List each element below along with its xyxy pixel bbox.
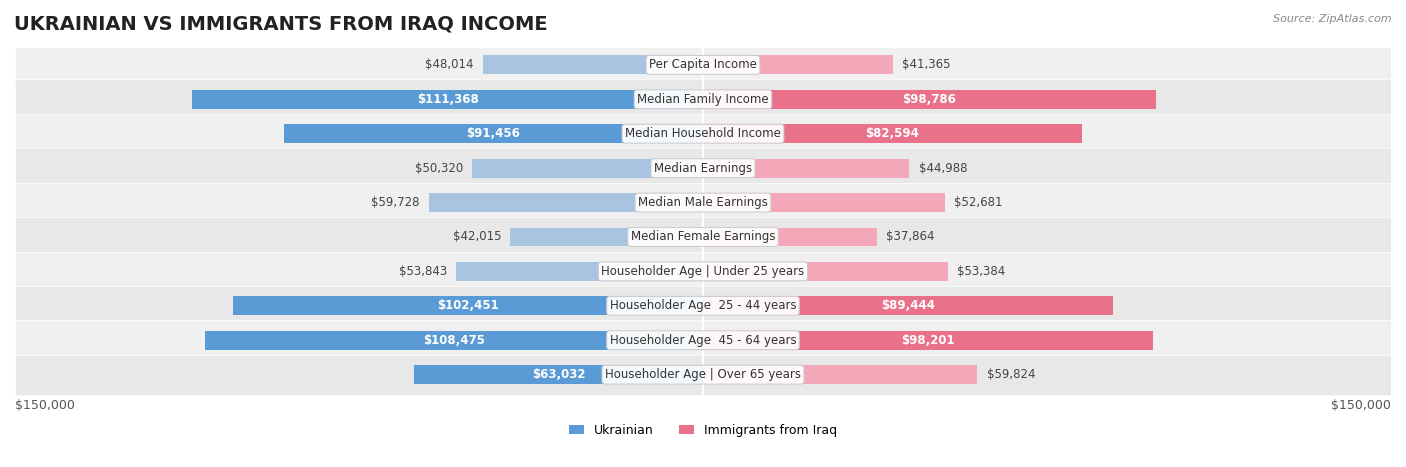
FancyBboxPatch shape <box>15 183 1391 222</box>
Text: $44,988: $44,988 <box>918 162 967 175</box>
FancyBboxPatch shape <box>703 159 910 177</box>
FancyBboxPatch shape <box>15 320 1391 360</box>
Text: $150,000: $150,000 <box>15 399 75 412</box>
FancyBboxPatch shape <box>703 193 945 212</box>
FancyBboxPatch shape <box>703 124 1081 143</box>
Text: $42,015: $42,015 <box>453 231 501 243</box>
Text: Householder Age  25 - 44 years: Householder Age 25 - 44 years <box>610 299 796 312</box>
Text: $63,032: $63,032 <box>531 368 585 381</box>
Text: Median Earnings: Median Earnings <box>654 162 752 175</box>
Text: $52,681: $52,681 <box>953 196 1002 209</box>
FancyBboxPatch shape <box>703 331 1153 350</box>
FancyBboxPatch shape <box>15 114 1391 154</box>
FancyBboxPatch shape <box>15 148 1391 188</box>
Text: Median Female Earnings: Median Female Earnings <box>631 231 775 243</box>
Text: $98,201: $98,201 <box>901 334 955 347</box>
Text: $50,320: $50,320 <box>415 162 463 175</box>
Text: Householder Age | Over 65 years: Householder Age | Over 65 years <box>605 368 801 381</box>
FancyBboxPatch shape <box>703 227 877 247</box>
Text: $102,451: $102,451 <box>437 299 499 312</box>
Text: Median Family Income: Median Family Income <box>637 93 769 106</box>
Text: $59,824: $59,824 <box>987 368 1035 381</box>
FancyBboxPatch shape <box>703 90 1156 109</box>
Text: Householder Age | Under 25 years: Householder Age | Under 25 years <box>602 265 804 278</box>
FancyBboxPatch shape <box>413 365 703 384</box>
Text: $108,475: $108,475 <box>423 334 485 347</box>
Text: $91,456: $91,456 <box>467 127 520 140</box>
FancyBboxPatch shape <box>703 365 977 384</box>
FancyBboxPatch shape <box>472 159 703 177</box>
FancyBboxPatch shape <box>703 56 893 74</box>
FancyBboxPatch shape <box>510 227 703 247</box>
FancyBboxPatch shape <box>233 297 703 315</box>
Text: Median Household Income: Median Household Income <box>626 127 780 140</box>
FancyBboxPatch shape <box>284 124 703 143</box>
Text: $53,384: $53,384 <box>957 265 1005 278</box>
FancyBboxPatch shape <box>482 56 703 74</box>
Text: Per Capita Income: Per Capita Income <box>650 58 756 71</box>
FancyBboxPatch shape <box>15 45 1391 85</box>
FancyBboxPatch shape <box>703 297 1114 315</box>
FancyBboxPatch shape <box>205 331 703 350</box>
Text: $59,728: $59,728 <box>371 196 420 209</box>
Text: $98,786: $98,786 <box>903 93 956 106</box>
Text: $111,368: $111,368 <box>416 93 478 106</box>
Text: $82,594: $82,594 <box>866 127 920 140</box>
Text: $53,843: $53,843 <box>399 265 447 278</box>
FancyBboxPatch shape <box>15 252 1391 291</box>
FancyBboxPatch shape <box>15 355 1391 395</box>
Text: UKRAINIAN VS IMMIGRANTS FROM IRAQ INCOME: UKRAINIAN VS IMMIGRANTS FROM IRAQ INCOME <box>14 14 548 33</box>
Text: $89,444: $89,444 <box>882 299 935 312</box>
Text: Source: ZipAtlas.com: Source: ZipAtlas.com <box>1274 14 1392 24</box>
Text: $48,014: $48,014 <box>425 58 474 71</box>
FancyBboxPatch shape <box>703 262 948 281</box>
FancyBboxPatch shape <box>193 90 703 109</box>
Text: Median Male Earnings: Median Male Earnings <box>638 196 768 209</box>
FancyBboxPatch shape <box>15 286 1391 325</box>
FancyBboxPatch shape <box>15 217 1391 257</box>
FancyBboxPatch shape <box>429 193 703 212</box>
FancyBboxPatch shape <box>456 262 703 281</box>
FancyBboxPatch shape <box>15 79 1391 119</box>
Text: $150,000: $150,000 <box>1331 399 1391 412</box>
Text: $41,365: $41,365 <box>901 58 950 71</box>
Text: Householder Age  45 - 64 years: Householder Age 45 - 64 years <box>610 334 796 347</box>
Legend: Ukrainian, Immigrants from Iraq: Ukrainian, Immigrants from Iraq <box>564 419 842 442</box>
Text: $37,864: $37,864 <box>886 231 935 243</box>
